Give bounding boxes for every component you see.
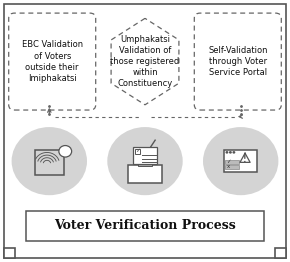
Circle shape [203,127,278,195]
FancyBboxPatch shape [128,165,162,183]
FancyBboxPatch shape [26,211,264,241]
FancyBboxPatch shape [275,248,286,258]
FancyBboxPatch shape [226,160,240,164]
Text: ✓: ✓ [135,149,140,154]
Text: Self-Validation
through Voter
Service Portal: Self-Validation through Voter Service Po… [208,46,268,77]
FancyBboxPatch shape [9,13,96,110]
Text: Umphakatsi
Validation of
those registered
within
Constituency: Umphakatsi Validation of those registere… [110,35,180,88]
FancyBboxPatch shape [139,164,151,166]
FancyBboxPatch shape [224,150,258,172]
FancyBboxPatch shape [135,149,140,154]
Circle shape [229,151,232,154]
Text: x: x [227,164,230,170]
Polygon shape [240,153,250,162]
FancyBboxPatch shape [194,13,281,110]
Text: Voter Verification Process: Voter Verification Process [54,220,236,232]
Circle shape [107,127,183,195]
FancyBboxPatch shape [133,147,157,164]
Circle shape [12,127,87,195]
Circle shape [59,146,72,157]
Circle shape [232,151,235,154]
Circle shape [226,151,228,154]
Text: !: ! [243,155,247,163]
FancyBboxPatch shape [4,248,15,258]
FancyBboxPatch shape [226,165,240,169]
Text: EBC Validation
of Voters
outside their
Imiphakatsi: EBC Validation of Voters outside their I… [22,40,83,83]
Text: ✓: ✓ [226,160,231,165]
